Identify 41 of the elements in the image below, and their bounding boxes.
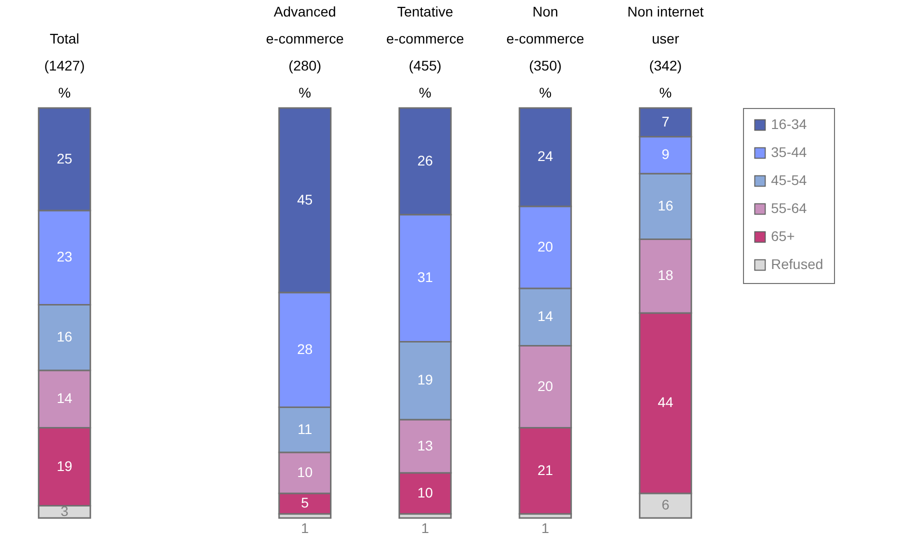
data-label: 9 xyxy=(662,146,670,162)
data-label: 23 xyxy=(56,248,72,265)
data-label: 14 xyxy=(56,390,72,406)
legend-label: 45-54 xyxy=(771,172,808,188)
data-label: 1 xyxy=(541,520,550,536)
data-label: 16 xyxy=(658,197,674,214)
data-label: 7 xyxy=(662,113,670,130)
x-tick-label: Total (1427) % xyxy=(44,30,85,100)
data-label: 20 xyxy=(538,238,554,254)
data-label: 20 xyxy=(538,378,554,394)
data-label: 24 xyxy=(538,148,554,164)
data-label: 31 xyxy=(417,269,434,286)
x-tick-label: Advanced e-commerce (280) % xyxy=(266,4,344,100)
data-label: 16 xyxy=(56,328,72,345)
data-label: 45 xyxy=(297,191,313,208)
data-label: 1 xyxy=(301,520,309,536)
data-label: 18 xyxy=(658,267,674,284)
data-label: 10 xyxy=(297,464,313,480)
x-tick-label: Tentative e-commerce (455) % xyxy=(386,4,464,100)
data-label: 3 xyxy=(60,502,69,519)
data-label: 1 xyxy=(421,520,430,536)
legend-label: Refused xyxy=(771,256,824,272)
data-label: 25 xyxy=(56,150,72,166)
data-label: 44 xyxy=(658,394,674,410)
data-label: 19 xyxy=(417,372,434,388)
data-label: 11 xyxy=(298,420,312,437)
legend-label: 55-64 xyxy=(771,200,808,216)
data-label: 28 xyxy=(297,340,313,357)
legend-label: 65+ xyxy=(771,228,795,244)
data-label: 10 xyxy=(417,484,434,500)
data-label: 13 xyxy=(417,437,434,454)
data-label: 5 xyxy=(301,494,309,511)
data-label: 14 xyxy=(538,308,554,324)
data-label: 19 xyxy=(56,458,72,474)
legend-label: 35-44 xyxy=(771,144,808,160)
data-label: 6 xyxy=(662,496,670,513)
data-label: 26 xyxy=(417,152,434,168)
x-tick-label: Non internet user (342) % xyxy=(627,4,704,100)
legend-label: 16-34 xyxy=(771,116,808,132)
x-tick-label: Non e-commerce (350) % xyxy=(506,4,584,100)
data-label: 21 xyxy=(538,462,554,478)
